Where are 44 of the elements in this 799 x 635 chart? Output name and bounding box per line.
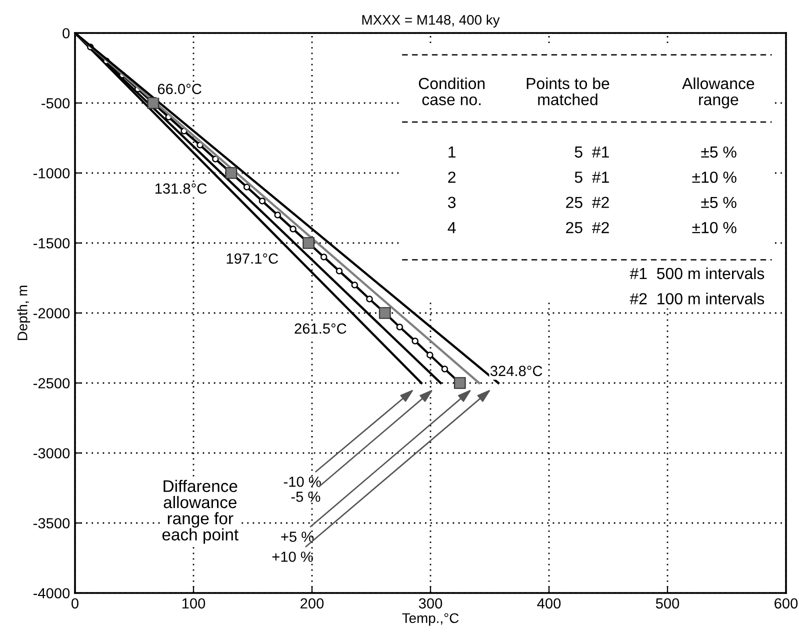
annotation: 5 #1 — [574, 172, 609, 183]
annotation: Condition case no. — [418, 77, 485, 106]
annotation: ±10 % — [692, 172, 736, 183]
x-tick-label: 0 — [72, 598, 78, 609]
annotation: Diffarence allowance range for each point — [162, 480, 238, 544]
x-tick-label: 400 — [537, 598, 561, 609]
annotation: #1 500 m intervals — [630, 267, 764, 280]
annotation: 1 — [448, 146, 456, 158]
x-tick-label: 200 — [300, 598, 324, 609]
y-tick-label: -3500 — [33, 518, 70, 528]
annotation: #2 100 m intervals — [630, 292, 764, 304]
annotation: ±5 % — [701, 196, 736, 208]
annotation: 3 — [448, 196, 456, 208]
annotation: 25 #2 — [566, 196, 609, 208]
y-tick-label: -500 — [42, 98, 70, 108]
y-tick-label: -1000 — [33, 168, 70, 178]
annotation: 4 — [448, 222, 456, 234]
y-tick-label: -1500 — [33, 238, 70, 248]
annotation: Points to be matched — [526, 77, 610, 106]
y-tick-label: -2000 — [33, 308, 70, 318]
x-tick-label: 600 — [774, 598, 798, 609]
annotation: ±5 % — [701, 146, 736, 158]
annotation: 66.0°C — [158, 84, 202, 94]
annotation: 324.8°C — [490, 366, 542, 376]
x-axis-title: Temp.,°C — [402, 613, 459, 626]
y-axis-title: Depth, m — [17, 286, 30, 340]
annotation: 131.8°C — [155, 183, 207, 194]
y-tick-label: -4000 — [33, 588, 70, 598]
annotation: ±10 % — [692, 222, 736, 234]
annotation: 2 — [448, 172, 456, 183]
annotation: 261.5°C — [294, 323, 346, 334]
y-tick-label: -2500 — [33, 378, 70, 388]
annotation: -5 % — [291, 492, 320, 502]
y-tick-label: -3000 — [33, 448, 70, 458]
annotation: Allowance range — [682, 77, 754, 108]
annotation: 5 #1 — [574, 146, 609, 158]
annotation: 25 #2 — [566, 222, 609, 234]
x-tick-label: 100 — [182, 598, 206, 609]
y-tick-label: 0 — [62, 28, 70, 38]
x-tick-label: 500 — [656, 598, 680, 609]
chart-title: MXXX = M148, 400 ky — [362, 14, 500, 28]
annotation: 197.1°C — [226, 253, 278, 264]
x-tick-label: 300 — [418, 598, 442, 609]
annotation: +10 % — [272, 552, 313, 562]
